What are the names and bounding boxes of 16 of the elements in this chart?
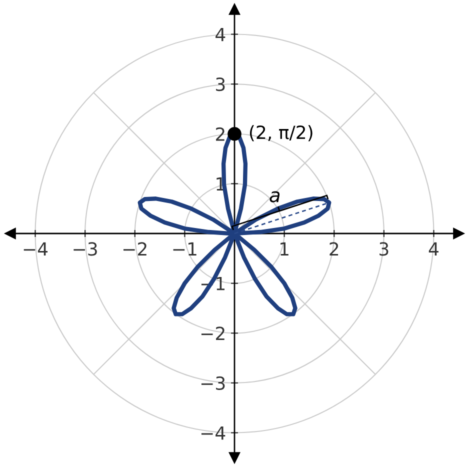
y-tick-label: 3: [216, 78, 225, 92]
x-tick-label: 3: [380, 242, 388, 256]
annotation: (2, π/2): [250, 125, 312, 142]
y-tick-label: −2: [201, 326, 224, 340]
y-tick-label: 2: [216, 127, 224, 141]
x-tick-label: −2: [123, 242, 146, 256]
x-tick-label: 2: [330, 242, 338, 256]
x-tick-label: 1: [280, 242, 288, 256]
x-tick-label: −1: [173, 242, 196, 256]
y-tick-label: −4: [201, 426, 226, 440]
x-tick-label: −3: [74, 242, 97, 256]
annotation: a: [270, 191, 280, 202]
y-tick-label: −3: [201, 376, 225, 390]
x-tick-label: 4: [428, 242, 438, 256]
x-tick-label: −4: [24, 242, 48, 256]
y-tick-label: 4: [216, 28, 226, 42]
